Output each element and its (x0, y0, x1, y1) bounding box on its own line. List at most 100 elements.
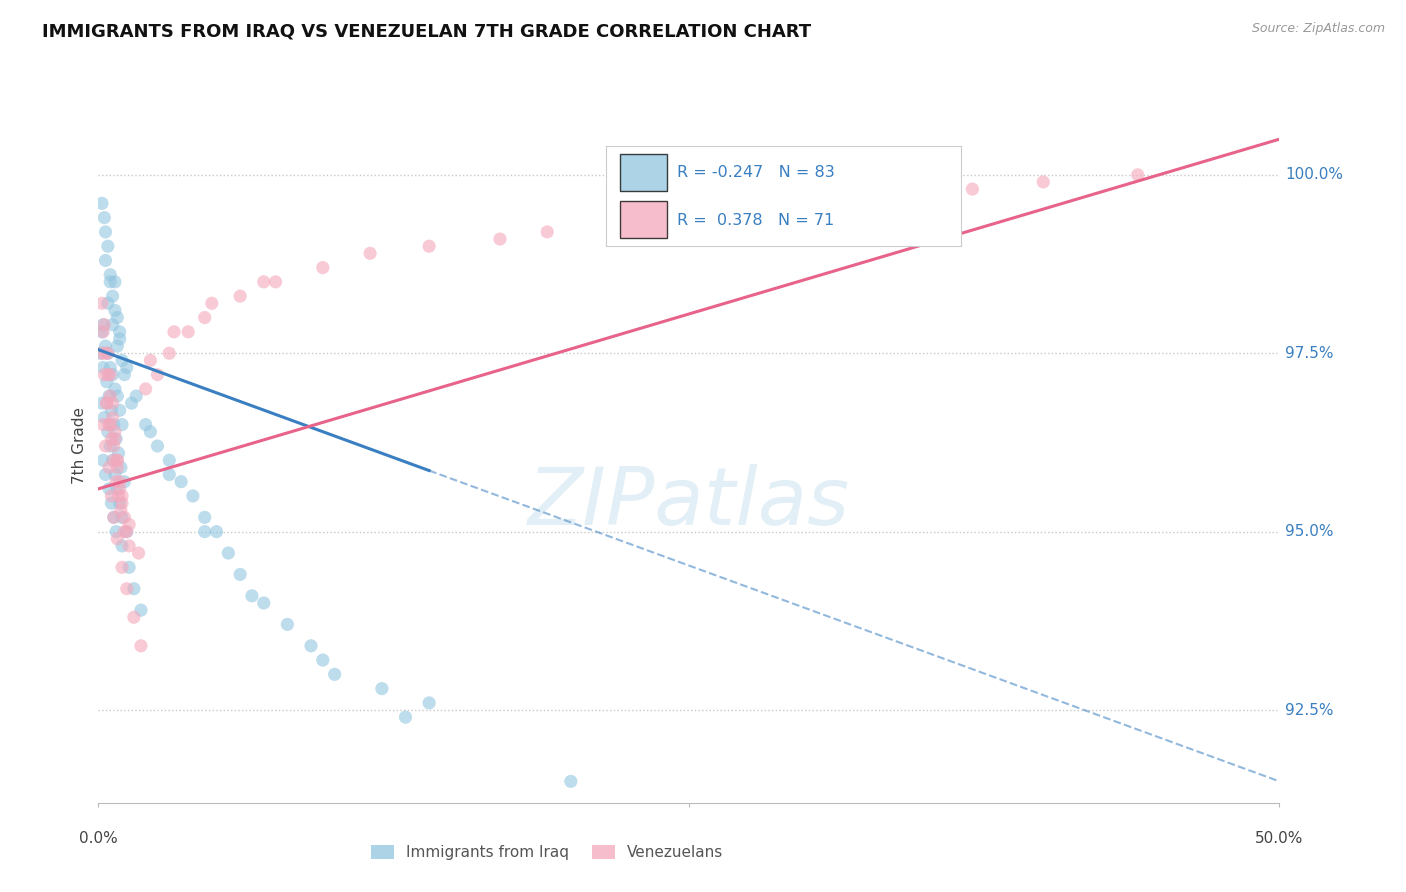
FancyBboxPatch shape (620, 154, 666, 191)
Point (96, 396, 118, 410)
Point (229, 289, 252, 303)
Point (118, 539, 141, 553)
Point (359, 246, 381, 260)
Point (97, 346, 120, 360)
Point (101, 318, 124, 332)
Point (115, 524, 138, 539)
Point (157, 467, 180, 482)
Point (108, 496, 131, 510)
Point (108, 325, 131, 339)
Point (91, 396, 114, 410)
Point (111, 417, 134, 432)
Point (98, 482, 121, 496)
Point (98, 389, 121, 403)
Point (104, 467, 127, 482)
Point (104, 275, 127, 289)
Point (201, 296, 224, 310)
Point (194, 524, 217, 539)
Text: 0.0%: 0.0% (79, 831, 118, 847)
Point (97, 239, 120, 253)
Point (103, 510, 125, 524)
Point (253, 596, 276, 610)
Point (139, 353, 162, 368)
FancyBboxPatch shape (620, 202, 666, 238)
Point (217, 546, 239, 560)
Point (103, 439, 125, 453)
Point (98, 360, 121, 375)
Point (1126, 168, 1149, 182)
Point (101, 289, 124, 303)
Point (93, 318, 115, 332)
Point (105, 453, 128, 467)
Point (748, 203, 770, 218)
Point (91, 417, 114, 432)
Point (94, 467, 117, 482)
Point (139, 425, 162, 439)
Point (94, 253, 117, 268)
Point (111, 353, 134, 368)
Point (125, 389, 148, 403)
Point (607, 218, 630, 232)
Point (536, 225, 558, 239)
Point (194, 310, 217, 325)
Point (104, 432, 127, 446)
Point (177, 325, 200, 339)
Point (108, 475, 131, 489)
Point (93, 368, 115, 382)
Point (418, 696, 440, 710)
Point (1032, 175, 1054, 189)
Text: 100.0%: 100.0% (1285, 168, 1343, 182)
Point (253, 275, 276, 289)
Point (394, 710, 416, 724)
Point (105, 475, 128, 489)
Point (91, 296, 114, 310)
Point (157, 346, 180, 360)
Point (101, 453, 124, 467)
Point (264, 275, 287, 289)
Point (107, 489, 129, 503)
Point (371, 681, 394, 696)
Point (101, 410, 124, 425)
Point (163, 325, 186, 339)
Point (94, 346, 117, 360)
Point (146, 368, 169, 382)
Text: 92.5%: 92.5% (1285, 703, 1334, 717)
Point (96, 396, 118, 410)
Point (112, 475, 135, 489)
Point (111, 489, 134, 503)
Point (205, 524, 228, 539)
Point (299, 639, 322, 653)
Point (90, 346, 112, 360)
Point (91, 318, 114, 332)
Point (121, 396, 143, 410)
Point (111, 510, 134, 524)
Point (98, 439, 121, 453)
Point (105, 532, 128, 546)
Point (94, 339, 117, 353)
Text: 95.0%: 95.0% (1285, 524, 1334, 539)
Point (118, 517, 141, 532)
Point (111, 560, 134, 574)
Point (866, 189, 889, 203)
Point (91, 453, 114, 467)
Point (91, 196, 114, 211)
Point (157, 453, 180, 467)
Point (110, 503, 132, 517)
Point (97, 346, 120, 360)
Point (135, 417, 157, 432)
Point (105, 460, 128, 475)
Point (112, 524, 135, 539)
Point (98, 268, 121, 282)
Point (146, 439, 169, 453)
Point (105, 389, 128, 403)
Point (103, 510, 125, 524)
Point (100, 432, 122, 446)
Point (108, 332, 131, 346)
Text: R =  0.378   N = 71: R = 0.378 N = 71 (678, 212, 834, 227)
Point (229, 567, 252, 582)
Point (276, 617, 298, 632)
Text: 97.5%: 97.5% (1285, 346, 1334, 360)
Point (115, 360, 138, 375)
Point (94, 439, 117, 453)
Point (104, 382, 127, 396)
